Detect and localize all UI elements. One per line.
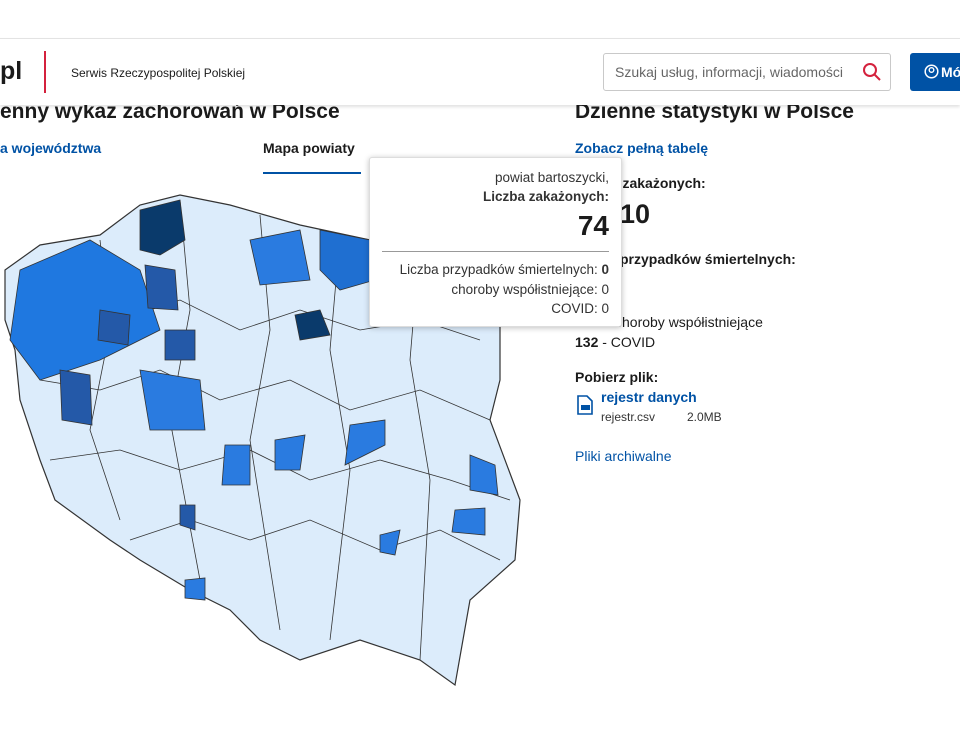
download-label: Pobierz plik:: [575, 369, 659, 385]
search-placeholder: Szukaj usług, informacji, wiadomości: [615, 64, 843, 80]
login-label: Mó: [941, 64, 960, 80]
cases-label-text: zakażonych:: [622, 175, 706, 191]
tooltip-comorbid-label: choroby współistniejące:: [451, 282, 598, 297]
map-tooltip: powiat bartoszycki, Liczba zakażonych: 7…: [369, 157, 622, 327]
archive-link[interactable]: Pliki archiwalne: [575, 448, 672, 464]
covid-count: 132: [575, 334, 599, 350]
covid-label: - COVID: [602, 334, 656, 350]
file-name: rejestr.csv: [601, 410, 656, 424]
file-link[interactable]: rejestr danych: [601, 389, 697, 405]
highlighted-counties: [9, 199, 499, 601]
tooltip-separator: [382, 251, 609, 252]
search-icon[interactable]: [862, 62, 882, 82]
tooltip-comorbid: 0: [601, 282, 609, 297]
tooltip-deaths-label: Liczba przypadków śmiertelnych:: [399, 262, 598, 277]
tooltip-covid-label: COVID:: [551, 301, 598, 316]
deaths-label-text: przypadków śmiertelnych:: [620, 251, 796, 267]
site-header: pl Serwis Rzeczypospolitej Polskiej Szuk…: [0, 38, 960, 105]
file-icon: [577, 395, 593, 415]
map-title: enny wykaz zachorowań w Polsce: [0, 100, 340, 123]
tooltip-cases-label: Liczba zakażonych:: [482, 189, 609, 204]
tooltip-cases: 74: [577, 210, 609, 241]
tab-voivodeships[interactable]: a województwa: [0, 140, 102, 156]
deaths-label: przypadków śmiertelnych:: [575, 251, 796, 267]
comorbid-label: choroby współistniejące: [615, 314, 763, 330]
tab-counties[interactable]: Mapa powiaty: [263, 140, 355, 156]
stats-title: Dzienne statystyki w Polsce: [575, 100, 854, 123]
logo-divider: [44, 51, 46, 93]
site-name: Serwis Rzeczypospolitej Polskiej: [71, 66, 246, 80]
logo[interactable]: pl: [0, 57, 23, 85]
file-size: 2.0MB: [687, 410, 722, 424]
tooltip-covid: 0: [601, 301, 609, 316]
table-link[interactable]: Zobacz pełną tabelę: [575, 140, 709, 156]
tooltip-region: powiat bartoszycki,: [494, 170, 609, 185]
user-icon: [924, 64, 939, 79]
tab-underline: [263, 172, 361, 174]
cases-value: 10: [620, 199, 651, 229]
search-box[interactable]: Szukaj usług, informacji, wiadomości: [603, 53, 891, 91]
tooltip-deaths: 0: [601, 262, 609, 277]
login-button[interactable]: Mó: [910, 53, 960, 91]
covid-line: 132 - COVID: [575, 334, 655, 350]
